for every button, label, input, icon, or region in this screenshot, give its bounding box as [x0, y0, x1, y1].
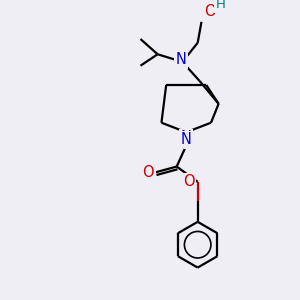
Text: O: O	[204, 4, 216, 19]
Text: H: H	[216, 0, 226, 11]
Text: N: N	[181, 132, 192, 147]
Text: N: N	[181, 130, 192, 146]
Text: N: N	[176, 52, 187, 68]
Text: O: O	[183, 174, 195, 189]
Text: O: O	[142, 165, 154, 180]
